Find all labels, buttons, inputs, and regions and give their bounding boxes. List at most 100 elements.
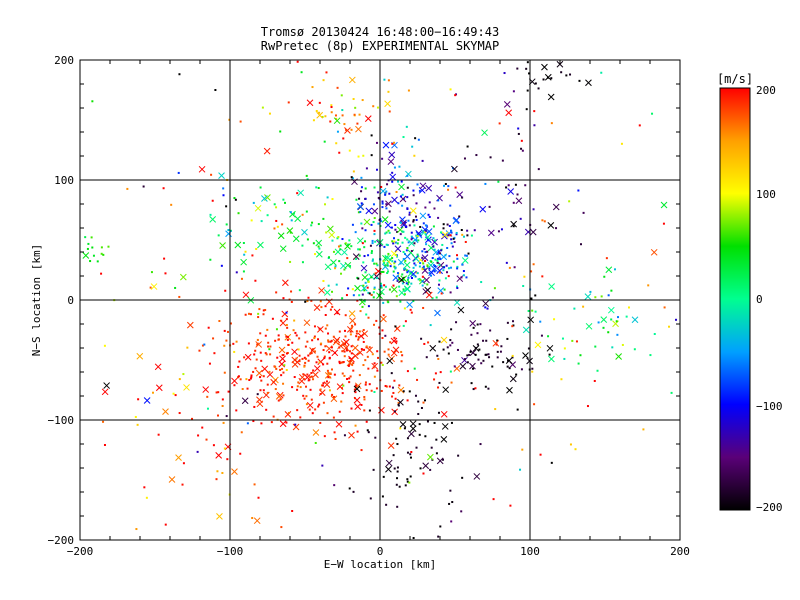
data-point-dot — [196, 450, 199, 453]
data-point-dot — [244, 250, 247, 253]
data-point-dot — [376, 350, 379, 353]
data-point-dot — [546, 76, 549, 79]
data-point-dot — [233, 350, 236, 353]
data-point-dot — [391, 386, 394, 389]
data-point-dot — [419, 279, 422, 282]
data-point-dot — [527, 347, 530, 350]
data-point-dot — [310, 352, 313, 355]
data-point-dot — [209, 258, 212, 261]
data-point-dot — [350, 128, 353, 131]
data-point-cross — [216, 513, 223, 520]
data-point-dot — [424, 259, 427, 262]
data-point-dot — [371, 242, 374, 245]
data-point-dot — [363, 300, 366, 303]
data-point-dot — [256, 343, 259, 346]
data-point-dot — [334, 437, 337, 440]
data-point-cross — [431, 238, 438, 246]
data-point-dot — [395, 254, 398, 257]
data-point-dot — [488, 356, 491, 359]
data-point-dot — [406, 207, 409, 210]
data-point-dot — [279, 130, 282, 133]
data-point-dot — [367, 316, 370, 319]
data-point-cross — [231, 377, 238, 385]
data-point-dot — [307, 296, 310, 299]
data-point-dot — [303, 397, 306, 400]
data-point-cross — [631, 316, 639, 324]
data-point-dot — [350, 176, 353, 179]
data-point-dot — [421, 268, 424, 271]
data-point-dot — [319, 300, 322, 303]
data-point-dot — [356, 299, 359, 302]
data-point-dot — [487, 353, 490, 356]
data-point-dot — [456, 348, 459, 351]
data-point-dot — [329, 340, 332, 343]
data-point-cross — [421, 254, 429, 261]
data-point-dot — [364, 383, 367, 386]
data-point-dot — [404, 484, 407, 487]
data-point-cross — [360, 284, 368, 292]
data-point-dot — [407, 219, 410, 222]
data-point-dot — [349, 264, 352, 267]
data-point-dot — [363, 255, 366, 258]
data-point-dot — [399, 221, 402, 224]
data-point-dot — [323, 140, 326, 143]
data-point-dot — [248, 379, 251, 382]
data-point-dot — [371, 353, 374, 356]
data-point-dot — [174, 286, 177, 289]
data-point-dot — [252, 370, 255, 373]
data-point-dot — [289, 260, 292, 263]
data-point-dot — [432, 245, 435, 248]
data-point-dot — [541, 275, 544, 278]
data-point-dot — [304, 357, 307, 360]
data-point-dot — [382, 314, 385, 317]
data-point-dot — [412, 189, 415, 192]
data-point-dot — [345, 128, 348, 131]
data-point-dot — [391, 257, 394, 260]
data-point-dot — [358, 352, 361, 355]
data-point-dot — [456, 257, 459, 260]
data-point-cross — [256, 400, 264, 408]
chart-title: Tromsø 20130424 16:48:00−16:49:43 — [261, 25, 499, 39]
data-point-dot — [354, 384, 357, 387]
data-point-dot — [470, 382, 473, 385]
colorbar-ticks: −200 −100 0 100 200 — [756, 84, 783, 514]
data-point-dot — [470, 333, 473, 336]
data-point-dot — [383, 245, 386, 248]
data-point-dot — [512, 324, 515, 327]
data-point-dot — [476, 332, 479, 335]
data-point-dot — [290, 290, 293, 293]
data-point-cross — [209, 216, 217, 223]
data-point-dot — [178, 73, 181, 76]
data-point-dot — [450, 231, 453, 234]
data-point-dot — [365, 167, 368, 170]
data-point-dot — [222, 187, 225, 190]
data-point-dot — [387, 301, 390, 304]
data-point-dot — [303, 365, 306, 368]
data-point-cross — [425, 184, 433, 192]
data-point-dot — [477, 358, 480, 361]
data-point-dot — [421, 256, 424, 259]
data-point-dot — [365, 389, 368, 392]
data-point-dot — [433, 270, 436, 273]
data-point-dot — [456, 287, 459, 290]
data-point-dot — [385, 207, 388, 210]
data-point-dot — [223, 371, 226, 374]
data-point-dot — [424, 229, 427, 232]
data-point-dot — [485, 339, 488, 342]
data-point-dot — [313, 325, 316, 328]
data-point-cross — [162, 408, 169, 415]
data-point-dot — [402, 136, 405, 139]
data-point-dot — [276, 356, 279, 359]
data-point-cross — [548, 283, 555, 290]
data-point-dot — [406, 480, 409, 483]
data-point-dot — [464, 240, 467, 243]
data-point-dot — [362, 364, 365, 367]
data-point-dot — [594, 345, 597, 348]
data-point-dot — [282, 198, 285, 201]
data-point-dot — [507, 184, 510, 187]
x-tick-label: −100 — [217, 545, 244, 558]
data-point-dot — [305, 395, 308, 398]
data-point-cross — [278, 360, 286, 368]
data-point-dot — [409, 453, 412, 456]
data-point-cross — [270, 378, 278, 386]
